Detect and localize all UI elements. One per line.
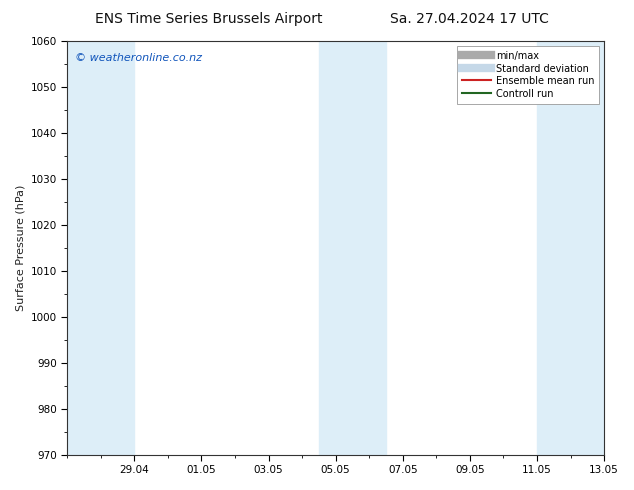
Text: ENS Time Series Brussels Airport: ENS Time Series Brussels Airport [96,12,323,26]
Bar [537,41,604,455]
Text: © weatheronline.co.nz: © weatheronline.co.nz [75,53,202,64]
Legend: min/max, Standard deviation, Ensemble mean run, Controll run: min/max, Standard deviation, Ensemble me… [457,46,599,104]
Text: Sa. 27.04.2024 17 UTC: Sa. 27.04.2024 17 UTC [390,12,548,26]
Y-axis label: Surface Pressure (hPa): Surface Pressure (hPa) [15,185,25,311]
Bar [319,41,386,455]
Bar [67,41,134,455]
